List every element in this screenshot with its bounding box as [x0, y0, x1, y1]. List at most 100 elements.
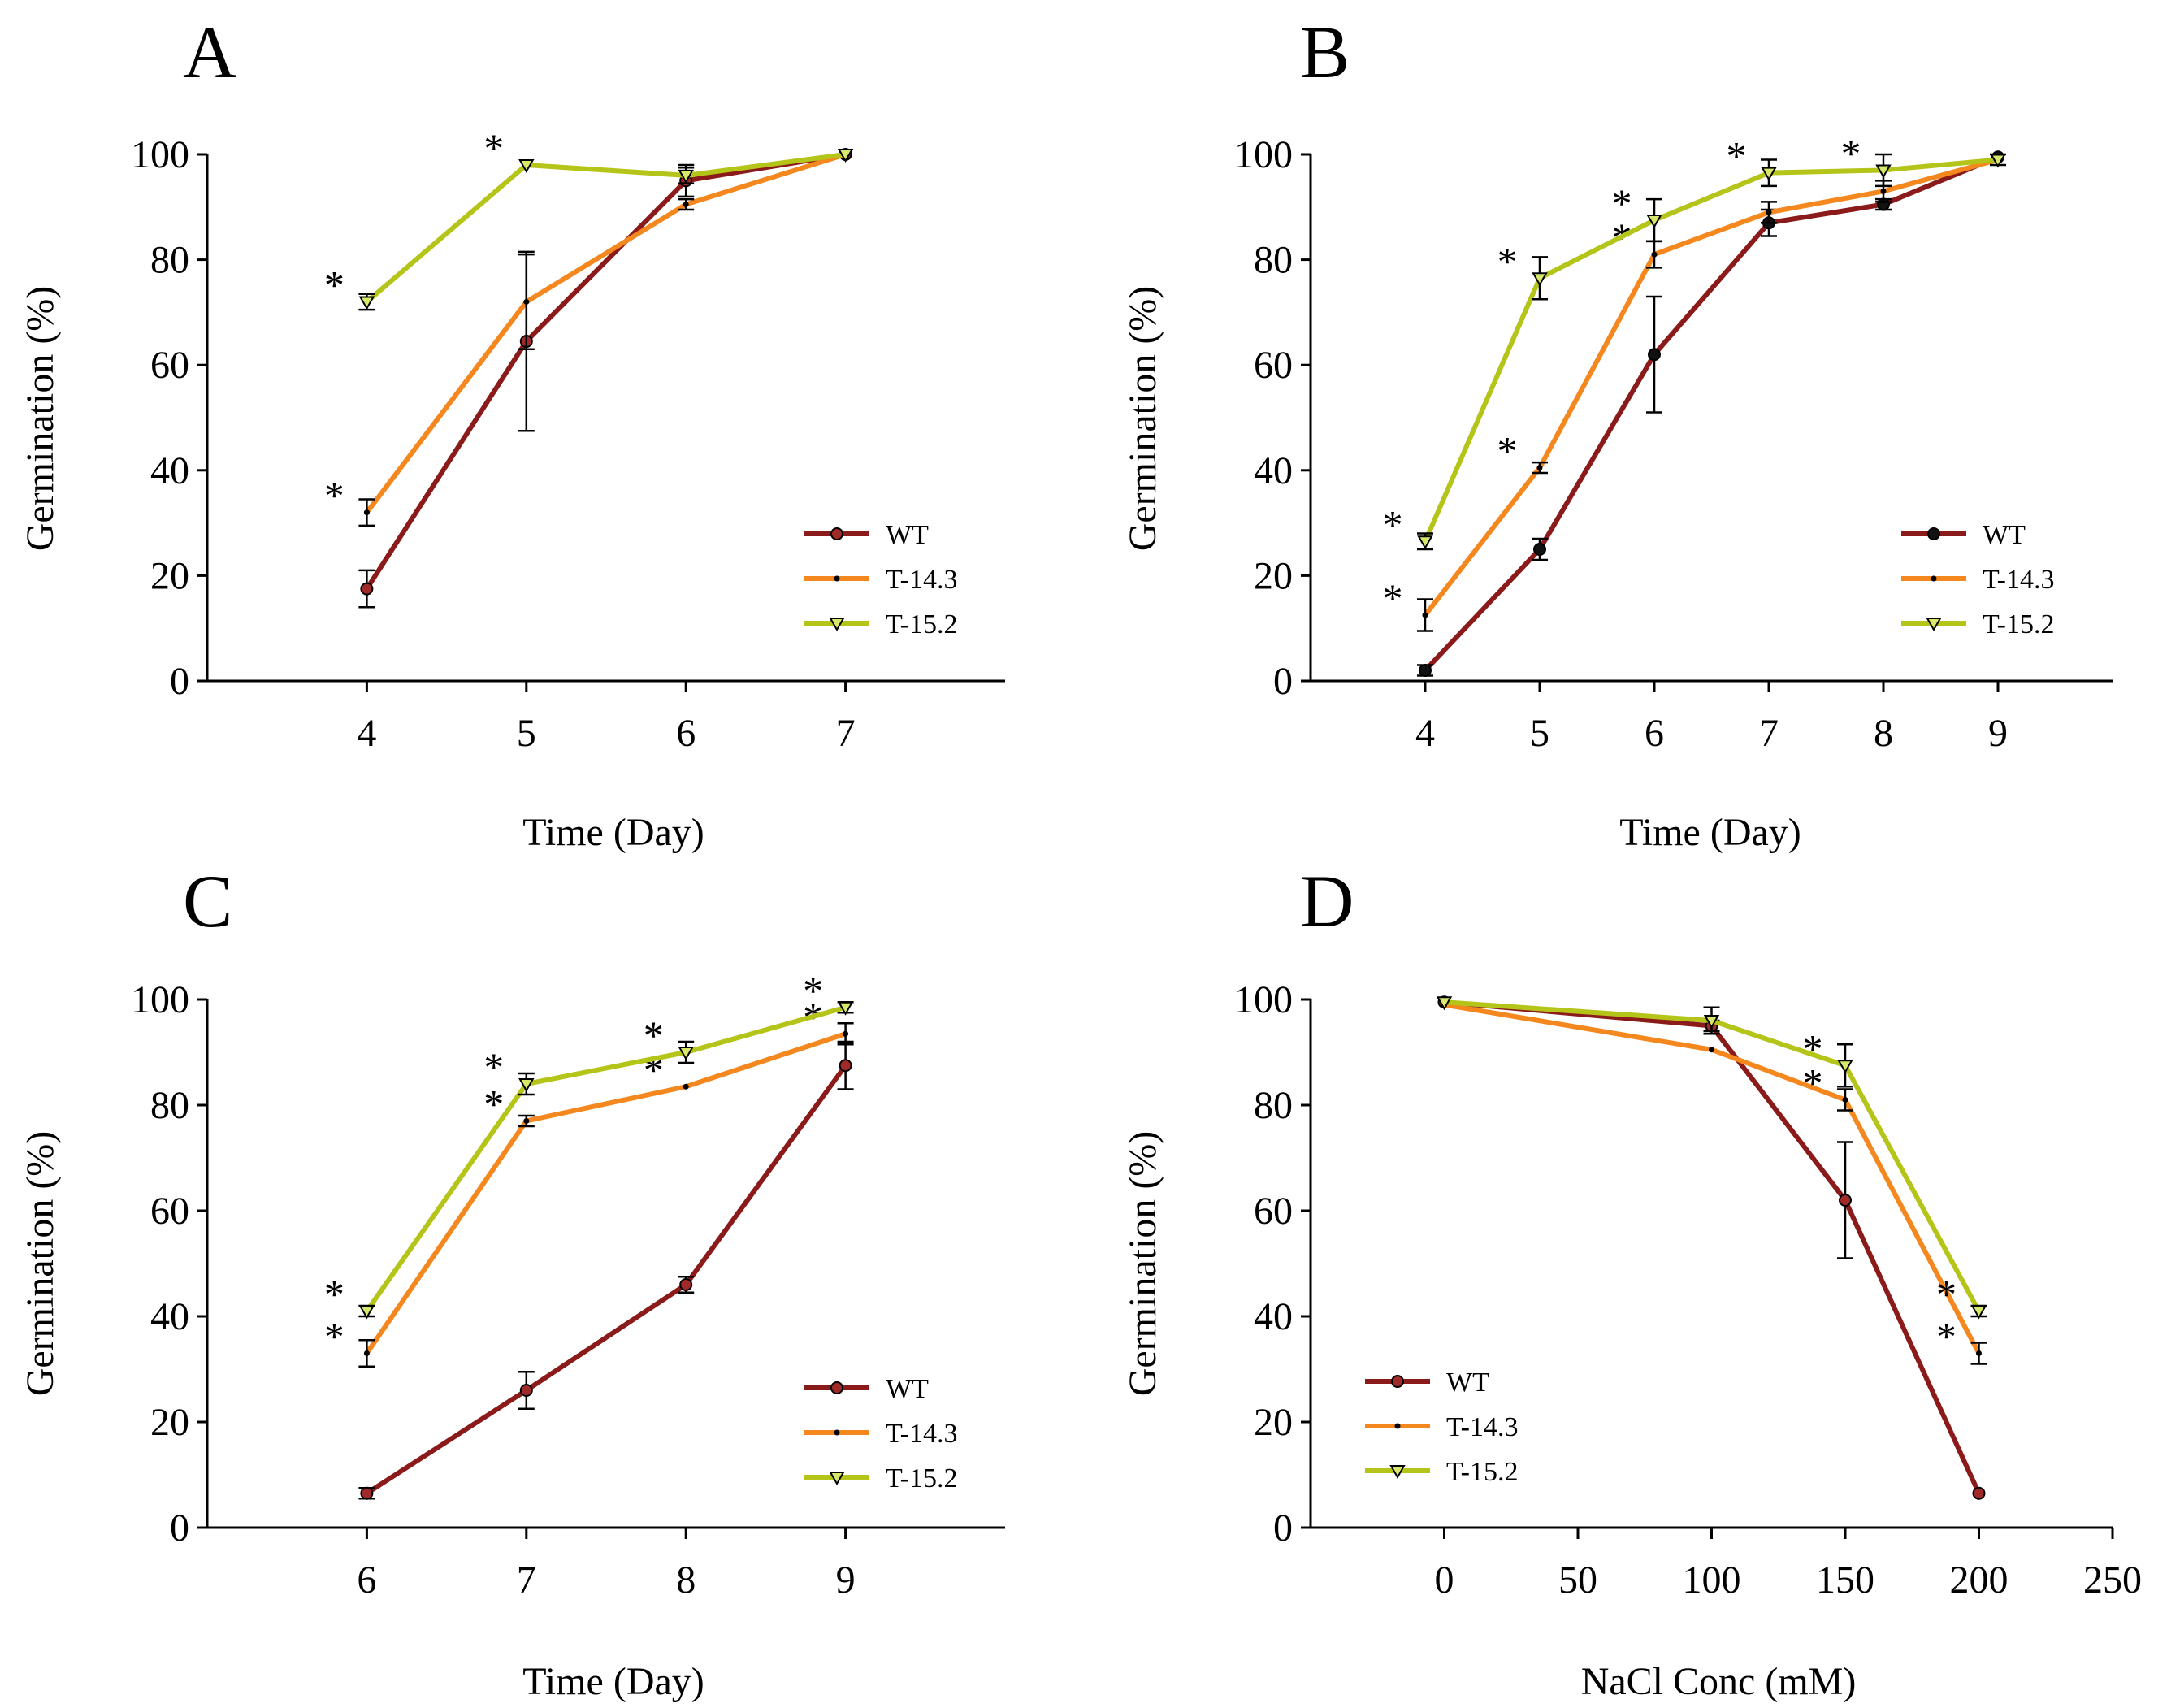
marker-circle: [830, 1381, 843, 1394]
marker-triangle: [837, 1001, 854, 1016]
marker-triangle: [1389, 1465, 1406, 1480]
marker-triangle: [1761, 167, 1777, 181]
y-tick-label: 80: [1254, 1084, 1293, 1127]
marker-dot: [1766, 209, 1772, 215]
marker-dot: [1536, 465, 1543, 471]
series-t-14-3: **: [1441, 1002, 1987, 1365]
panel-b: B 0 20 40 60 80 100 4 5 6 7 8 9 Time (Day) Germination…: [1121, 11, 2113, 854]
marker-dot: [1394, 1423, 1401, 1429]
x-tick-label: 100: [1683, 1558, 1741, 1602]
marker-triangle: [1703, 1015, 1720, 1030]
significance-star: *: [1841, 130, 1861, 176]
significance-star: *: [1497, 238, 1518, 284]
marker-circle: [830, 527, 843, 540]
x-tick-label: 8: [676, 1558, 696, 1602]
legend: WT T-14.3 T-15.2: [1901, 520, 2054, 639]
significance-star: *: [1936, 1272, 1957, 1317]
y-tick-label: 20: [150, 1401, 189, 1444]
x-axis-label: Time (Day): [522, 1660, 704, 1703]
marker-dot: [1422, 612, 1428, 618]
marker-dot: [523, 1118, 530, 1124]
series-line: [365, 152, 846, 304]
series-t-15-2: * * * * *: [1383, 130, 2006, 551]
marker-circle: [1972, 1486, 1986, 1500]
panel-letter: B: [1300, 11, 1350, 93]
significance-star: *: [1936, 1314, 1957, 1359]
series-line: [1423, 157, 1999, 617]
y-tick-label: 40: [150, 1295, 189, 1338]
significance-star: *: [644, 1047, 664, 1092]
x-axis-label: Time (Day): [522, 811, 704, 854]
marker-triangle: [1532, 272, 1548, 287]
marker-circle: [839, 1059, 852, 1073]
marker-dot: [1880, 188, 1887, 194]
legend: WT T-14.3 T-15.2: [1365, 1368, 1518, 1487]
marker-circle: [679, 1278, 693, 1291]
series-line: [364, 1004, 847, 1313]
legend-label: T-14.3: [1983, 565, 2054, 595]
marker-dot: [1931, 575, 1937, 582]
x-tick-label: 9: [836, 1558, 856, 1602]
x-tick-label: 6: [357, 1558, 376, 1602]
x-tick-label: 6: [1645, 712, 1664, 755]
legend-label: T-15.2: [886, 1463, 957, 1493]
series-t-14-3: ****: [324, 994, 854, 1368]
legend-label: T-15.2: [1446, 1457, 1518, 1487]
x-tick-label: 4: [357, 712, 376, 755]
panel-letter: C: [183, 860, 232, 943]
marker-circle: [1419, 664, 1432, 678]
y-tick-label: 80: [150, 239, 189, 282]
marker-circle: [1648, 348, 1661, 362]
significance-star: *: [1497, 428, 1518, 474]
series-t-14-3: * * *: [1383, 156, 2001, 632]
significance-star: *: [1383, 575, 1403, 621]
y-tick-label: 100: [131, 133, 189, 176]
marker-dot: [523, 298, 530, 305]
y-tick-label: 0: [170, 1506, 189, 1550]
significance-star: *: [483, 1044, 504, 1090]
legend-label: T-15.2: [1983, 609, 2054, 639]
marker-triangle: [358, 296, 375, 310]
legend-label: T-14.3: [886, 1419, 957, 1449]
series-line: [365, 152, 847, 514]
series-wt: [1417, 150, 2004, 678]
panel-letter: D: [1300, 860, 1354, 943]
significance-star: *: [1383, 501, 1403, 547]
series-line: [365, 1064, 848, 1496]
x-tick-label: 5: [517, 712, 536, 755]
marker-triangle: [518, 1078, 535, 1093]
marker-triangle: [1990, 154, 2006, 168]
marker-dot: [683, 202, 689, 208]
legend-label: T-14.3: [886, 565, 957, 595]
y-axis-label: Germination (%): [1121, 1131, 1164, 1397]
marker-triangle: [358, 1305, 375, 1320]
x-tick-label: 5: [1530, 712, 1549, 755]
marker-dot: [683, 1083, 689, 1090]
significance-star: *: [324, 473, 345, 518]
significance-star: *: [324, 262, 345, 307]
y-axis-label: Germination (%): [19, 286, 62, 552]
marker-circle: [1839, 1194, 1852, 1207]
y-tick-label: 0: [1273, 1506, 1293, 1550]
x-tick-label: 200: [1950, 1558, 2009, 1602]
series-line: [1444, 999, 1982, 1312]
y-tick-label: 60: [150, 344, 189, 387]
y-tick-label: 40: [150, 449, 189, 492]
y-tick-label: 0: [170, 660, 189, 703]
y-tick-label: 80: [1254, 239, 1293, 282]
x-axis-label: Time (Day): [1619, 811, 1801, 854]
series-wt: [1437, 995, 1986, 1500]
x-tick-label: 8: [1874, 712, 1893, 755]
legend-label: T-14.3: [1446, 1412, 1518, 1442]
y-tick-label: 100: [1234, 978, 1293, 1021]
significance-star: *: [644, 1012, 664, 1058]
marker-circle: [1533, 543, 1546, 556]
marker-triangle: [1875, 164, 1892, 179]
series-line: [1423, 157, 1999, 543]
x-tick-label: 0: [1435, 1558, 1454, 1602]
series-t-15-2: **: [1436, 996, 1987, 1320]
panel-d: D 0 20 40 60 80 100 0 50 100 150 200 250 NaCl Conc (m…: [1121, 860, 2142, 1703]
series-t-14-3: *: [324, 151, 849, 527]
marker-circle: [360, 582, 374, 596]
marker-dot: [834, 575, 840, 582]
